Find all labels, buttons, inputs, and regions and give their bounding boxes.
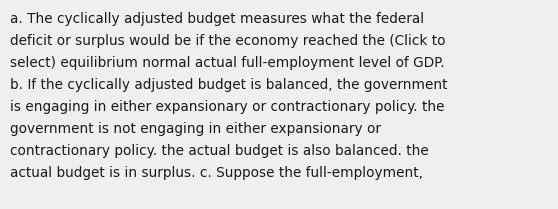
Text: is engaging in either expansionary or contractionary policy. the: is engaging in either expansionary or co… [10,100,445,114]
Text: a. The cyclically adjusted budget measures what the federal: a. The cyclically adjusted budget measur… [10,12,424,26]
Text: contractionary policy. the actual budget is also balanced. the: contractionary policy. the actual budget… [10,144,429,158]
Text: select) equilibrium normal actual full-employment level of GDP.: select) equilibrium normal actual full-e… [10,56,445,70]
Text: b. If the cyclically adjusted budget is balanced, the government: b. If the cyclically adjusted budget is … [10,78,448,92]
Text: deficit or surplus would be if the economy reached the (Click to: deficit or surplus would be if the econo… [10,34,445,48]
Text: government is not engaging in either expansionary or: government is not engaging in either exp… [10,122,381,136]
Text: actual budget is in surplus. c. Suppose the full-employment,: actual budget is in surplus. c. Suppose … [10,166,423,180]
